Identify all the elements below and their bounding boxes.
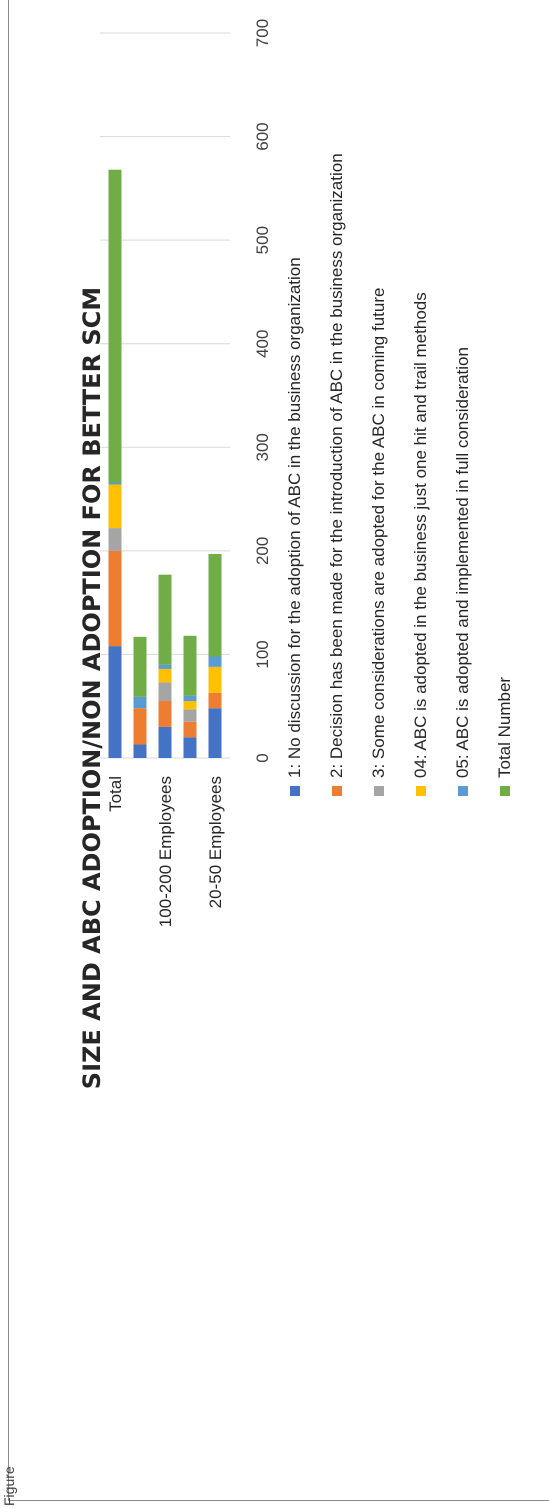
category-labels: Total 100-200 Employees 20-50 Employees [106, 776, 225, 927]
bar-segment [183, 695, 197, 702]
legend-label: 1: No discussion for the adoption of ABC… [285, 257, 304, 778]
bar-segment [183, 635, 197, 696]
legend-label: 2: Decision has been made for the introd… [327, 153, 346, 778]
bar-segment [183, 709, 197, 722]
legend-label: 05: ABC is adopted and implemented in fu… [453, 347, 472, 778]
bar-segment [158, 682, 172, 702]
bar-segment [133, 636, 147, 697]
bar-segment [208, 656, 222, 667]
legend: 1: No discussion for the adoption of ABC… [285, 153, 514, 796]
legend-swatch [416, 786, 426, 796]
bar-segment [108, 169, 122, 483]
bar-segment [183, 737, 197, 758]
bar-segment [158, 664, 172, 669]
x-tick-label: 700 [253, 19, 272, 47]
tick-labels: 0 100 200 300 400 500 600 700 [253, 19, 272, 763]
legend-swatch [500, 786, 510, 796]
bars [108, 169, 222, 758]
category-label: 20-50 Employees [206, 776, 225, 908]
x-tick-label: 200 [253, 537, 272, 565]
bar-segment [208, 692, 222, 709]
bar-segment [158, 668, 172, 683]
left-border-line [8, 0, 9, 1500]
bar-segment [133, 708, 147, 745]
bar-segment [183, 701, 197, 710]
x-tick-label: 100 [253, 640, 272, 668]
legend-label: 3: Some considerations are adopted for t… [369, 288, 388, 778]
bar-segment [183, 721, 197, 738]
legend-swatch [332, 786, 342, 796]
legend-label: Total Number [495, 677, 514, 778]
bar-segment [158, 701, 172, 727]
category-label: 100-200 Employees [156, 776, 175, 927]
bar-segment [108, 646, 122, 758]
bar-segment [108, 482, 122, 485]
x-tick-label: 400 [253, 330, 272, 358]
figure-corner-label: Figure [1, 1466, 17, 1506]
bar-segment [208, 553, 222, 657]
x-tick-label: 500 [253, 226, 272, 254]
bar-segment [108, 550, 122, 647]
x-tick-label: 600 [253, 122, 272, 150]
chart-title: SIZE AND ABC ADOPTION/NON ADOPTION FOR B… [78, 287, 106, 1089]
x-tick-label: 300 [253, 433, 272, 461]
bottom-border-line [8, 1500, 549, 1501]
category-label: Total [106, 776, 125, 812]
bar-segment [208, 708, 222, 758]
bar-segment [108, 484, 122, 529]
bar-segment [108, 528, 122, 551]
legend-swatch [458, 786, 468, 796]
bar-segment [208, 666, 222, 693]
bar-segment [158, 726, 172, 758]
legend-label: 04: ABC is adopted in the business just … [411, 292, 430, 778]
x-tick-label: 0 [253, 753, 272, 762]
bar-segment [133, 696, 147, 709]
legend-swatch [290, 786, 300, 796]
legend-swatch [374, 786, 384, 796]
bar-segment [133, 744, 147, 758]
bar-segment [158, 574, 172, 665]
